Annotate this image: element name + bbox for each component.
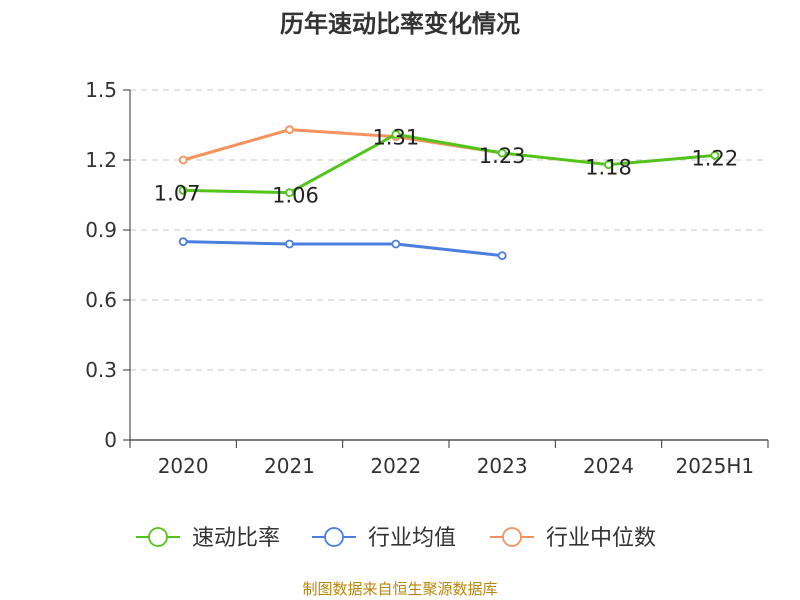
y-tick-label: 0	[104, 428, 117, 452]
x-tick-label: 2024	[583, 454, 634, 478]
x-tick-label: 2022	[370, 454, 421, 478]
series-lines	[178, 125, 720, 261]
legend-marker	[324, 527, 344, 547]
source-note: 制图数据来自恒生聚源数据库	[302, 580, 498, 598]
x-tick-label: 2020	[158, 454, 209, 478]
data-label: 1.07	[154, 181, 201, 205]
data-point	[391, 129, 401, 139]
series-line-0	[183, 132, 715, 195]
data-point	[710, 150, 720, 160]
axes: 0 0.3 0.6 0.9 1.2 1.5 2020 2021 2022 2023 2024 2025…	[85, 78, 769, 478]
data-point	[285, 239, 294, 249]
data-label: 1.22	[691, 146, 738, 170]
grid-lines	[130, 89, 768, 371]
data-point	[497, 148, 507, 158]
data-point	[178, 185, 188, 195]
x-tick-label: 2021	[264, 454, 315, 478]
chart-title: 历年速动比率变化情况	[280, 10, 520, 38]
data-point	[285, 125, 294, 135]
y-tick-label: 0.3	[85, 358, 117, 382]
legend-marker	[148, 527, 168, 547]
data-point	[285, 188, 294, 198]
data-point	[178, 155, 188, 165]
x-tick-label: 2025H1	[675, 454, 754, 478]
data-point	[604, 160, 613, 170]
data-point	[497, 251, 507, 261]
series-line-1	[183, 240, 503, 258]
data-label: 1.18	[585, 156, 632, 180]
legend-label: 速动比率	[192, 526, 280, 551]
data-labels: 1.07 1.06 1.31 1.23 1.18 1.22	[154, 125, 738, 207]
y-tick-label: 1.2	[85, 148, 117, 172]
data-label: 1.31	[372, 125, 419, 149]
y-tick-label: 0.6	[85, 288, 117, 312]
data-label: 1.06	[272, 184, 319, 208]
x-tick-label: 2023	[477, 454, 528, 478]
legend: 速动比率 行业均值 行业中位数	[136, 526, 656, 551]
legend-label: 行业均值	[368, 526, 456, 551]
data-label: 1.23	[479, 144, 526, 168]
legend-label: 行业中位数	[546, 526, 656, 551]
y-tick-label: 1.5	[85, 78, 117, 102]
legend-marker	[502, 527, 522, 547]
data-point	[391, 239, 401, 249]
data-point	[178, 237, 188, 247]
y-tick-label: 0.9	[85, 218, 117, 242]
